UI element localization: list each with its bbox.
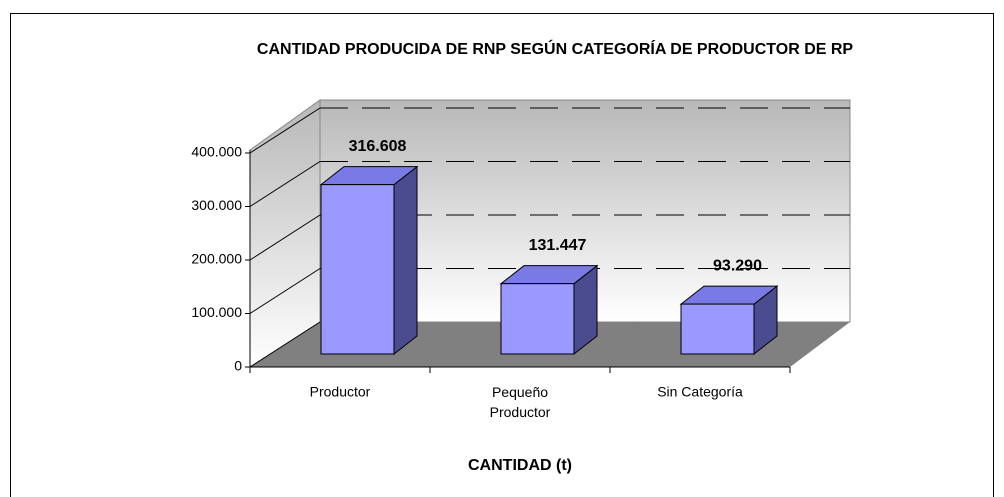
side-grid-line bbox=[249, 268, 321, 314]
chart-title: CANTIDAD PRODUCIDA DE RNP SEGÚN CATEGORÍ… bbox=[257, 39, 854, 58]
x-tick-label: Sin Categoría bbox=[657, 384, 743, 400]
data-label: 131.447 bbox=[529, 237, 587, 254]
bar bbox=[500, 283, 575, 355]
y-tick-label: 200.000 bbox=[191, 251, 242, 267]
side-wall bbox=[249, 99, 321, 368]
x-tick-label: Pequeño Productor bbox=[490, 384, 551, 420]
y-tick-label: 100.000 bbox=[191, 304, 242, 320]
side-grid-line bbox=[249, 321, 321, 368]
frame bbox=[10, 13, 994, 497]
side-grid-line bbox=[249, 214, 321, 261]
data-label: 316.608 bbox=[349, 138, 407, 155]
x-axis-title: CANTIDAD (t) bbox=[468, 457, 572, 474]
x-tick-label: Productor bbox=[310, 384, 371, 400]
side-grid-line bbox=[249, 107, 321, 154]
bar-side bbox=[393, 165, 418, 356]
bar bbox=[320, 184, 395, 355]
y-tick-label: 0 bbox=[234, 358, 242, 374]
y-tick-label: 400.000 bbox=[191, 144, 242, 160]
bar bbox=[680, 303, 755, 355]
data-label: 93.290 bbox=[713, 257, 762, 274]
y-tick-label: 300.000 bbox=[191, 197, 242, 213]
side-grid-line bbox=[249, 161, 321, 207]
